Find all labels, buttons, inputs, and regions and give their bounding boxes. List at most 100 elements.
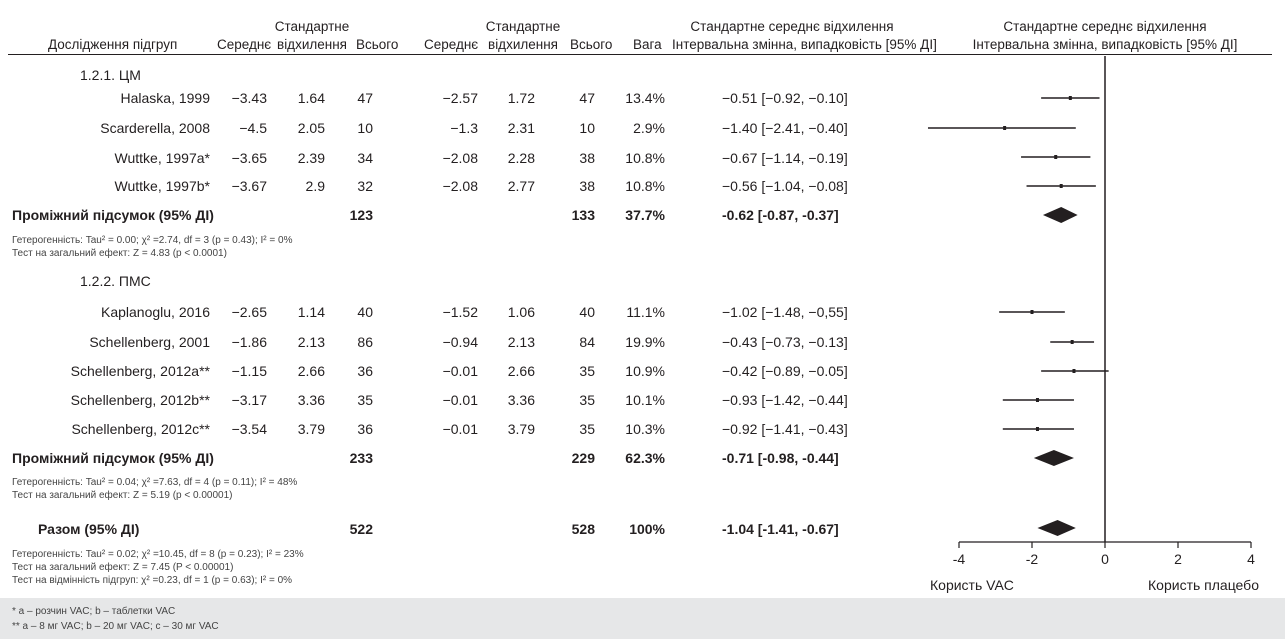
overall-label: Разом (95% ДІ) xyxy=(38,521,140,537)
pooled-diamond xyxy=(1042,207,1078,223)
header-sd-vac-2: відхилення xyxy=(277,37,347,52)
ci-text: −0.93 [−1.42, −0.44] xyxy=(722,392,848,408)
sd-vac: 3.36 xyxy=(297,392,325,408)
ci-text: −0.43 [−0.73, −0.13] xyxy=(722,334,848,350)
study-name: Schellenberg, 2001 xyxy=(89,334,210,350)
subtotal-total-vac: 233 xyxy=(349,450,373,466)
header-smd-plot-2: Інтервальна змінна, випадковість [95% ДІ… xyxy=(972,37,1238,52)
x-tick-label: -4 xyxy=(953,551,966,567)
sd-vac: 2.9 xyxy=(305,178,325,194)
header-smd-plot-1: Стандартне середнє відхилення xyxy=(1003,19,1207,34)
mean-vac: −3.17 xyxy=(231,392,267,408)
total-placebo: 47 xyxy=(579,90,595,106)
sd-vac: 3.79 xyxy=(297,421,325,437)
total-vac: 32 xyxy=(357,178,373,194)
header-total-vac: Всього xyxy=(356,37,399,52)
study-point xyxy=(1035,427,1039,431)
study-point xyxy=(1035,398,1039,402)
ci-text: −1.02 [−1.48, −0,55] xyxy=(722,304,848,320)
heterogeneity-stats: Гетерогенність: Tau² = 0.02; χ² =10.45, … xyxy=(12,549,304,560)
weight: 2.9% xyxy=(633,120,665,136)
x-tick-label: 2 xyxy=(1174,551,1182,567)
favours-placebo-label: Користь плацебо xyxy=(1148,577,1259,593)
header-mean-placebo: Середнє xyxy=(424,37,479,52)
pooled-diamond xyxy=(1033,450,1074,466)
sd-placebo: 1.06 xyxy=(507,304,535,320)
study-point xyxy=(1070,340,1074,344)
mean-vac: −1.86 xyxy=(231,334,267,350)
subtotal-weight: 62.3% xyxy=(625,450,665,466)
study-name: Kaplanoglu, 2016 xyxy=(101,304,210,320)
subtotal-total-placebo: 133 xyxy=(571,207,595,223)
weight: 10.8% xyxy=(625,178,665,194)
mean-vac: −3.67 xyxy=(231,178,267,194)
footnote: ** a – 8 мг VAC; b – 20 мг VAC; c – 30 м… xyxy=(12,621,219,632)
total-placebo: 84 xyxy=(579,334,595,350)
mean-placebo: −0.01 xyxy=(442,363,478,379)
header-weight: Вага xyxy=(633,37,662,52)
study-point xyxy=(1072,369,1076,373)
study-point xyxy=(1059,184,1063,188)
study-name: Wuttke, 1997a* xyxy=(114,150,210,166)
ci-text: −1.40 [−2.41, −0.40] xyxy=(722,120,848,136)
ci-text: −0.51 [−0.92, −0.10] xyxy=(722,90,848,106)
total-vac: 40 xyxy=(357,304,373,320)
total-placebo: 35 xyxy=(579,363,595,379)
footnote: * a – розчин VAC; b – таблетки VAC xyxy=(12,606,176,617)
total-vac: 86 xyxy=(357,334,373,350)
header-smd-text-2: Інтервальна змінна, випадковість [95% ДІ… xyxy=(672,37,937,52)
total-placebo: 35 xyxy=(579,421,595,437)
study-point xyxy=(1003,126,1007,130)
group-title: 1.2.1. ЦМ xyxy=(80,67,141,83)
mean-vac: −1.15 xyxy=(231,363,267,379)
weight: 10.9% xyxy=(625,363,665,379)
sd-vac: 2.66 xyxy=(297,363,325,379)
header-rule xyxy=(8,54,1272,55)
study-point xyxy=(1030,310,1034,314)
subgroup-difference-stats: Тест на відмінність підгруп: χ² =0.23, d… xyxy=(12,575,293,586)
mean-placebo: −1.52 xyxy=(442,304,478,320)
mean-placebo: −2.08 xyxy=(442,178,478,194)
weight: 10.8% xyxy=(625,150,665,166)
subtotal-total-placebo: 229 xyxy=(571,450,595,466)
sd-placebo: 2.13 xyxy=(507,334,535,350)
overall-effect-stats: Тест на загальний ефект: Z = 4.83 (p < 0… xyxy=(12,248,227,259)
footnote-band xyxy=(0,598,1285,639)
sd-placebo: 2.77 xyxy=(507,178,535,194)
study-name: Wuttke, 1997b* xyxy=(114,178,210,194)
sd-placebo: 2.28 xyxy=(507,150,535,166)
x-tick-label: 4 xyxy=(1247,551,1255,567)
pooled-diamond xyxy=(1037,520,1076,536)
header-smd-text-1: Стандартне середнє відхилення xyxy=(690,19,894,34)
sd-placebo: 2.66 xyxy=(507,363,535,379)
study-name: Scarderella, 2008 xyxy=(100,120,210,136)
sd-vac: 2.39 xyxy=(297,150,325,166)
overall-total-vac: 522 xyxy=(349,521,373,537)
ci-text: −0.42 [−0.89, −0.05] xyxy=(722,363,848,379)
total-vac: 35 xyxy=(357,392,373,408)
overall-weight: 100% xyxy=(629,521,665,537)
overall-effect-stats: Тест на загальний ефект: Z = 5.19 (p < 0… xyxy=(12,490,233,501)
sd-placebo: 3.79 xyxy=(507,421,535,437)
mean-vac: −2.65 xyxy=(231,304,267,320)
total-vac: 36 xyxy=(357,421,373,437)
total-vac: 36 xyxy=(357,363,373,379)
heterogeneity-stats: Гетерогенність: Tau² = 0.04; χ² =7.63, d… xyxy=(12,477,298,488)
overall-ci: -1.04 [-1.41, -0.67] xyxy=(722,521,839,537)
header-mean-vac: Середнє xyxy=(217,37,272,52)
mean-placebo: −0.94 xyxy=(442,334,478,350)
weight: 19.9% xyxy=(625,334,665,350)
total-vac: 47 xyxy=(357,90,373,106)
x-tick-label: -2 xyxy=(1026,551,1039,567)
sd-placebo: 3.36 xyxy=(507,392,535,408)
sd-vac: 1.14 xyxy=(297,304,325,320)
header-sd-placebo-2: відхилення xyxy=(488,37,558,52)
overall-total-placebo: 528 xyxy=(571,521,595,537)
group-title: 1.2.2. ПМС xyxy=(80,273,151,289)
sd-placebo: 1.72 xyxy=(507,90,535,106)
weight: 10.1% xyxy=(625,392,665,408)
total-vac: 34 xyxy=(357,150,373,166)
mean-placebo: −1.3 xyxy=(450,120,478,136)
total-placebo: 40 xyxy=(579,304,595,320)
